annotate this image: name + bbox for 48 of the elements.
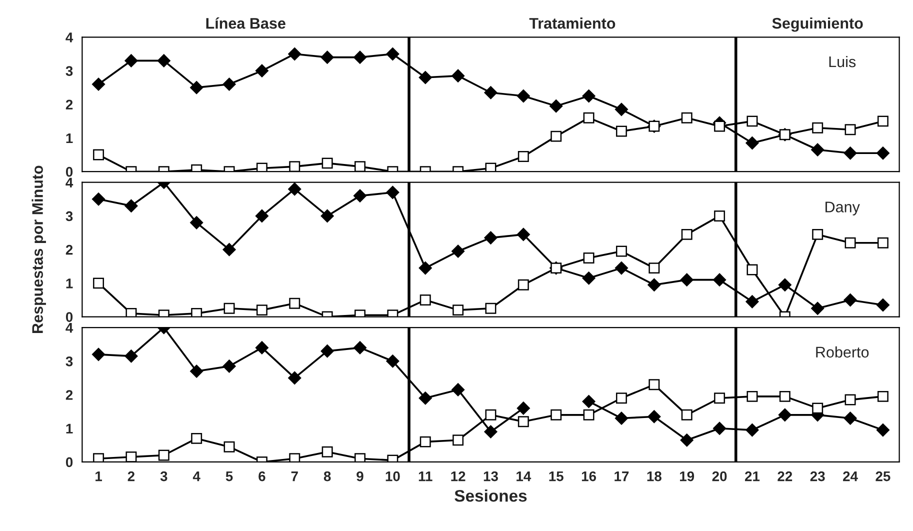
text: Roberto (816, 346, 869, 358)
y-tick-label: 3 (66, 211, 73, 222)
y-tick-label: 3 (66, 66, 73, 76)
x-tick-label: 9 (356, 471, 364, 482)
x-tick-label: 15 (549, 472, 564, 482)
text: Tratamiento (529, 18, 616, 29)
y-tick-label: 2 (66, 390, 73, 400)
x-tick-label: 25 (876, 471, 890, 482)
x-tick-label: 17 (614, 472, 629, 482)
text: Seguimiento (772, 17, 863, 32)
x-tick-label: 23 (810, 471, 825, 482)
x-tick-label: 16 (582, 471, 596, 482)
x-tick-label: 20 (712, 471, 727, 482)
x-tick-label: 21 (744, 471, 760, 482)
y-tick-label: 0 (66, 166, 73, 177)
x-tick-label: 7 (291, 472, 298, 482)
y-tick-label: 2 (66, 100, 73, 110)
y-tick-label: 0 (66, 457, 73, 468)
x-axis-title: Sesiones (454, 490, 527, 502)
x-tick-label: 6 (258, 471, 266, 482)
x-tick-label: 12 (451, 471, 466, 482)
y-tick-label: 4 (66, 323, 74, 333)
y-tick-label: 2 (66, 244, 73, 255)
x-tick-label: 2 (128, 471, 135, 482)
text: Luis (829, 56, 856, 68)
y-tick-label: 0 (66, 312, 73, 322)
y-tick-label: 1 (66, 278, 73, 288)
x-tick-label: 14 (516, 472, 532, 482)
x-tick-label: 24 (843, 471, 858, 482)
y-tick-label: 4 (66, 32, 74, 42)
text: Línea Base (206, 17, 286, 29)
x-tick-label: 13 (484, 471, 498, 482)
x-tick-label: 18 (647, 471, 662, 482)
x-tick-label: 5 (226, 472, 233, 482)
x-tick-label: 11 (418, 472, 432, 482)
x-tick-label: 19 (680, 471, 694, 482)
text: Dany (826, 202, 860, 216)
x-tick-label: 3 (160, 471, 168, 482)
y-tick-label: 1 (66, 133, 73, 144)
y-tick-label: 3 (66, 356, 73, 366)
x-tick-label: 10 (386, 471, 400, 482)
y-tick-label: 1 (66, 424, 73, 434)
x-tick-label: 1 (96, 472, 102, 482)
y-axis-title: Respuestas por Minuto (32, 166, 46, 333)
y-tick-label: 4 (66, 178, 74, 188)
x-tick-label: 22 (778, 471, 792, 482)
x-tick-label: 4 (192, 472, 200, 482)
x-tick-label: 8 (324, 471, 331, 482)
